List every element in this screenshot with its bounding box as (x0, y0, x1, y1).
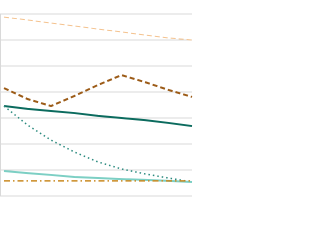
series-line (3, 74, 193, 108)
series-line (3, 170, 193, 183)
series-line (3, 16, 193, 41)
series-line (3, 105, 193, 128)
chart (0, 13, 193, 197)
